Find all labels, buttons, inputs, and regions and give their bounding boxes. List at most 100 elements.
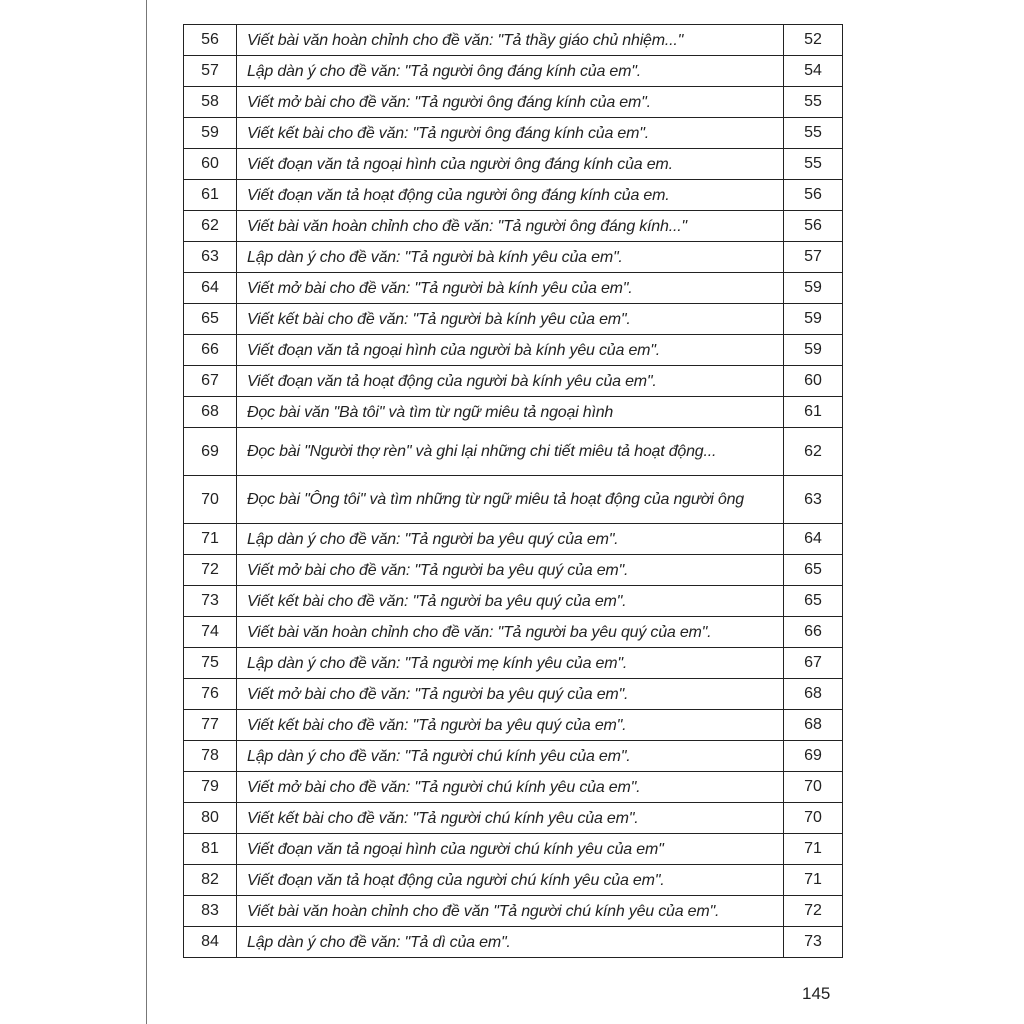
row-title: Viết mở bài cho đề văn: "Tả người chú kí… xyxy=(236,771,784,803)
row-title: Lập dàn ý cho đề văn: "Tả dì của em". xyxy=(236,926,784,958)
row-number: 65 xyxy=(183,303,237,335)
row-title: Viết kết bài cho đề văn: "Tả người bà kí… xyxy=(236,303,784,335)
table-row: 59 Viết kết bài cho đề văn: "Tả người ông… xyxy=(183,117,843,149)
row-number: 84 xyxy=(183,926,237,958)
row-page: 71 xyxy=(783,864,843,896)
row-page: 71 xyxy=(783,833,843,865)
row-page: 67 xyxy=(783,647,843,679)
row-page: 56 xyxy=(783,179,843,211)
row-number: 61 xyxy=(183,179,237,211)
table-row: 77 Viết kết bài cho đề văn: "Tả người ba … xyxy=(183,709,843,741)
row-title: Đọc bài "Người thợ rèn" và ghi lại những… xyxy=(236,427,784,476)
row-number: 64 xyxy=(183,272,237,304)
row-number: 56 xyxy=(183,24,237,56)
row-title: Viết kết bài cho đề văn: "Tả người ba yê… xyxy=(236,709,784,741)
row-title: Viết kết bài cho đề văn: "Tả người chú k… xyxy=(236,802,784,834)
row-number: 62 xyxy=(183,210,237,242)
row-number: 70 xyxy=(183,475,237,524)
row-number: 75 xyxy=(183,647,237,679)
row-title: Viết đoạn văn tả ngoại hình của người bà… xyxy=(236,334,784,366)
table-row: 65 Viết kết bài cho đề văn: "Tả người bà … xyxy=(183,303,843,335)
row-page: 54 xyxy=(783,55,843,87)
row-number: 82 xyxy=(183,864,237,896)
table-row: 57 Lập dàn ý cho đề văn: "Tả người ông đá… xyxy=(183,55,843,87)
row-number: 58 xyxy=(183,86,237,118)
row-page: 61 xyxy=(783,396,843,428)
row-number: 72 xyxy=(183,554,237,586)
row-title: Viết bài văn hoàn chỉnh cho đề văn: "Tả … xyxy=(236,24,784,56)
row-page: 59 xyxy=(783,334,843,366)
row-title: Viết đoạn văn tả ngoại hình của người ôn… xyxy=(236,148,784,180)
row-page: 68 xyxy=(783,678,843,710)
row-title: Viết đoạn văn tả hoạt động của người ông… xyxy=(236,179,784,211)
row-number: 67 xyxy=(183,365,237,397)
row-number: 77 xyxy=(183,709,237,741)
row-title: Lập dàn ý cho đề văn: "Tả người bà kính … xyxy=(236,241,784,273)
table-row: 79 Viết mở bài cho đề văn: "Tả người chú … xyxy=(183,771,843,803)
page-number: 145 xyxy=(802,984,831,1003)
row-title: Viết mở bài cho đề văn: "Tả người ba yêu… xyxy=(236,554,784,586)
row-number: 78 xyxy=(183,740,237,772)
row-title: Lập dàn ý cho đề văn: "Tả người chú kính… xyxy=(236,740,784,772)
table-row: 67 Viết đoạn văn tả hoạt động của người b… xyxy=(183,365,843,397)
row-page: 59 xyxy=(783,303,843,335)
table-row: 82 Viết đoạn văn tả hoạt động của người c… xyxy=(183,864,843,896)
table-row: 63 Lập dàn ý cho đề văn: "Tả người bà kín… xyxy=(183,241,843,273)
row-page: 57 xyxy=(783,241,843,273)
row-title: Đọc bài văn "Bà tôi" và tìm từ ngữ miêu … xyxy=(236,396,784,428)
table-row: 69 Đọc bài "Người thợ rèn" và ghi lại nhữ… xyxy=(183,427,843,476)
row-page: 55 xyxy=(783,117,843,149)
row-page: 65 xyxy=(783,554,843,586)
row-number: 76 xyxy=(183,678,237,710)
row-page: 55 xyxy=(783,86,843,118)
row-number: 74 xyxy=(183,616,237,648)
row-number: 81 xyxy=(183,833,237,865)
table-row: 72 Viết mở bài cho đề văn: "Tả người ba y… xyxy=(183,554,843,586)
row-page: 73 xyxy=(783,926,843,958)
row-number: 80 xyxy=(183,802,237,834)
table-row: 84 Lập dàn ý cho đề văn: "Tả dì của em". 7… xyxy=(183,926,843,958)
table-row: 58 Viết mở bài cho đề văn: "Tả người ông … xyxy=(183,86,843,118)
row-title: Viết bài văn hoàn chỉnh cho đề văn: "Tả … xyxy=(236,210,784,242)
row-title: Viết kết bài cho đề văn: "Tả người ba yê… xyxy=(236,585,784,617)
row-number: 60 xyxy=(183,148,237,180)
row-number: 66 xyxy=(183,334,237,366)
table-row: 76 Viết mở bài cho đề văn: "Tả người ba y… xyxy=(183,678,843,710)
page-edge-divider xyxy=(146,0,147,1024)
table-row: 83 Viết bài văn hoàn chỉnh cho đề văn "Tả… xyxy=(183,895,843,927)
row-page: 68 xyxy=(783,709,843,741)
row-title: Viết đoạn văn tả hoạt động của người bà … xyxy=(236,365,784,397)
row-number: 69 xyxy=(183,427,237,476)
table-row: 74 Viết bài văn hoàn chỉnh cho đề văn: "T… xyxy=(183,616,843,648)
row-number: 79 xyxy=(183,771,237,803)
row-title: Viết mở bài cho đề văn: "Tả người bà kín… xyxy=(236,272,784,304)
row-title: Viết kết bài cho đề văn: "Tả người ông đ… xyxy=(236,117,784,149)
row-title: Viết mở bài cho đề văn: "Tả người ông đá… xyxy=(236,86,784,118)
row-page: 60 xyxy=(783,365,843,397)
row-number: 63 xyxy=(183,241,237,273)
table-row: 78 Lập dàn ý cho đề văn: "Tả người chú kí… xyxy=(183,740,843,772)
row-page: 62 xyxy=(783,427,843,476)
row-number: 83 xyxy=(183,895,237,927)
table-row: 60 Viết đoạn văn tả ngoại hình của người … xyxy=(183,148,843,180)
row-page: 63 xyxy=(783,475,843,524)
row-title: Viết mở bài cho đề văn: "Tả người ba yêu… xyxy=(236,678,784,710)
table-row: 70 Đọc bài "Ông tôi" và tìm những từ ngữ … xyxy=(183,475,843,524)
table-row: 64 Viết mở bài cho đề văn: "Tả người bà k… xyxy=(183,272,843,304)
row-title: Viết bài văn hoàn chỉnh cho đề văn "Tả n… xyxy=(236,895,784,927)
row-page: 70 xyxy=(783,771,843,803)
table-row: 68 Đọc bài văn "Bà tôi" và tìm từ ngữ miê… xyxy=(183,396,843,428)
table-row: 75 Lập dàn ý cho đề văn: "Tả người mẹ kín… xyxy=(183,647,843,679)
row-number: 73 xyxy=(183,585,237,617)
row-page: 72 xyxy=(783,895,843,927)
table-row: 80 Viết kết bài cho đề văn: "Tả người chú… xyxy=(183,802,843,834)
row-title: Viết đoạn văn tả hoạt động của người chú… xyxy=(236,864,784,896)
row-page: 65 xyxy=(783,585,843,617)
table-row: 73 Viết kết bài cho đề văn: "Tả người ba … xyxy=(183,585,843,617)
row-page: 70 xyxy=(783,802,843,834)
table-row: 61 Viết đoạn văn tả hoạt động của người ô… xyxy=(183,179,843,211)
row-page: 56 xyxy=(783,210,843,242)
row-title: Lập dàn ý cho đề văn: "Tả người mẹ kính … xyxy=(236,647,784,679)
row-page: 52 xyxy=(783,24,843,56)
table-row: 62 Viết bài văn hoàn chỉnh cho đề văn: "T… xyxy=(183,210,843,242)
